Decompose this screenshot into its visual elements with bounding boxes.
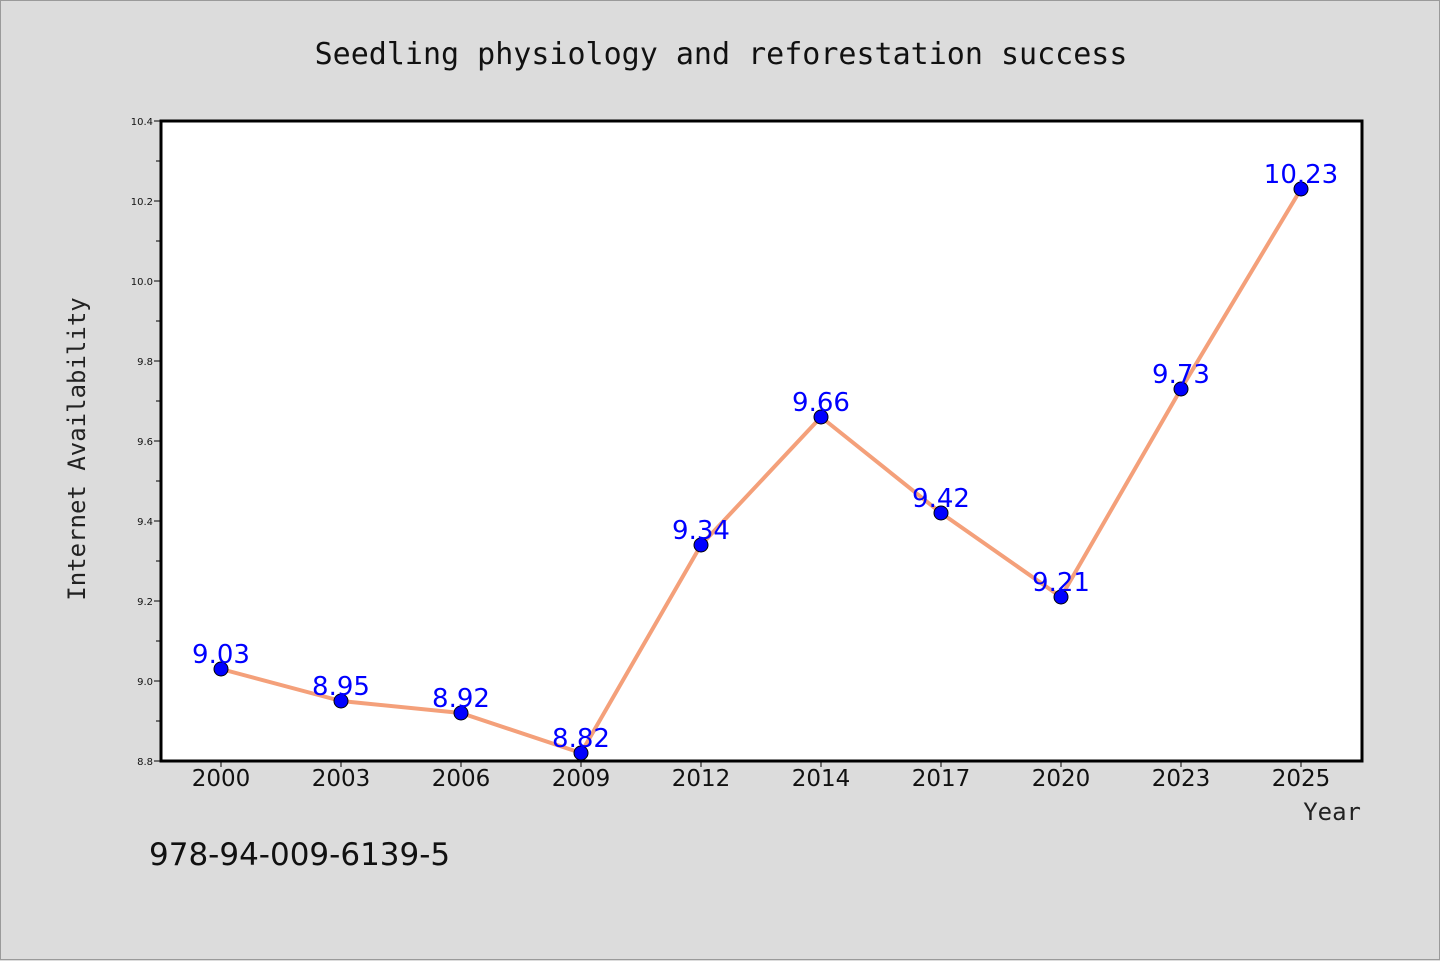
- plot-area: [159, 119, 1364, 763]
- data-label: 9.42: [912, 484, 970, 514]
- isbn-text: 978-94-009-6139-5: [149, 837, 450, 873]
- data-label: 8.92: [432, 684, 490, 714]
- y-tick-label: 9.4: [137, 517, 153, 528]
- data-label: 9.21: [1032, 568, 1090, 598]
- data-label: 9.66: [792, 388, 850, 418]
- y-tick-label: 10.4: [131, 117, 153, 128]
- x-tick-label: 2000: [192, 766, 251, 792]
- x-tick-label: 2003: [312, 766, 371, 792]
- data-point: [573, 745, 589, 761]
- x-tick-label: 2006: [432, 766, 491, 792]
- data-label: 8.95: [312, 672, 370, 702]
- x-tick-label: 2023: [1152, 766, 1211, 792]
- y-tick-label: 9.2: [137, 597, 153, 608]
- data-label: 9.73: [1152, 360, 1210, 390]
- data-point: [813, 409, 829, 425]
- y-axis-label: Internet Availability: [63, 297, 91, 600]
- data-label: 9.34: [672, 516, 730, 546]
- data-point: [933, 505, 949, 521]
- data-point: [213, 661, 229, 677]
- data-label: 9.03: [192, 640, 250, 670]
- y-tick-label: 8.8: [137, 757, 153, 768]
- data-point: [453, 705, 469, 721]
- data-point: [333, 693, 349, 709]
- x-tick-label: 2009: [552, 766, 611, 792]
- data-point: [1173, 381, 1189, 397]
- x-tick-label: 2012: [672, 766, 731, 792]
- y-tick-label: 9.0: [137, 677, 153, 688]
- data-label: 10.23: [1264, 160, 1338, 190]
- data-point: [693, 537, 709, 553]
- y-tick-label: 10.0: [131, 277, 153, 288]
- series-line: [220, 187, 1303, 755]
- y-tick-label: 9.8: [137, 357, 153, 368]
- data-label: 8.82: [552, 724, 610, 754]
- x-tick-label: 2017: [912, 766, 971, 792]
- x-tick-label: 2025: [1272, 766, 1331, 792]
- x-axis: 2000 2003 2006 2009 2012 2014 2017 2020 2023 2025: [192, 761, 1331, 792]
- y-tick-label: 10.2: [131, 197, 153, 208]
- x-axis-label: Year: [1303, 798, 1361, 826]
- y-tick-label: 9.6: [137, 437, 153, 448]
- series-layer: 9.03 8.95 8.92 8.82 9.34 9.66 9.42 9.21 9.73 10.2…: [192, 160, 1338, 761]
- data-point: [1053, 589, 1069, 605]
- x-tick-label: 2020: [1032, 766, 1091, 792]
- chart-title: Seedling physiology and reforestation su…: [315, 37, 1128, 72]
- x-tick-label: 2014: [792, 766, 851, 792]
- y-axis: 8.8 9.0 9.2 9.4 9.6 9.8 10.0 10.2 10.4: [131, 117, 161, 768]
- data-point: [1293, 181, 1309, 197]
